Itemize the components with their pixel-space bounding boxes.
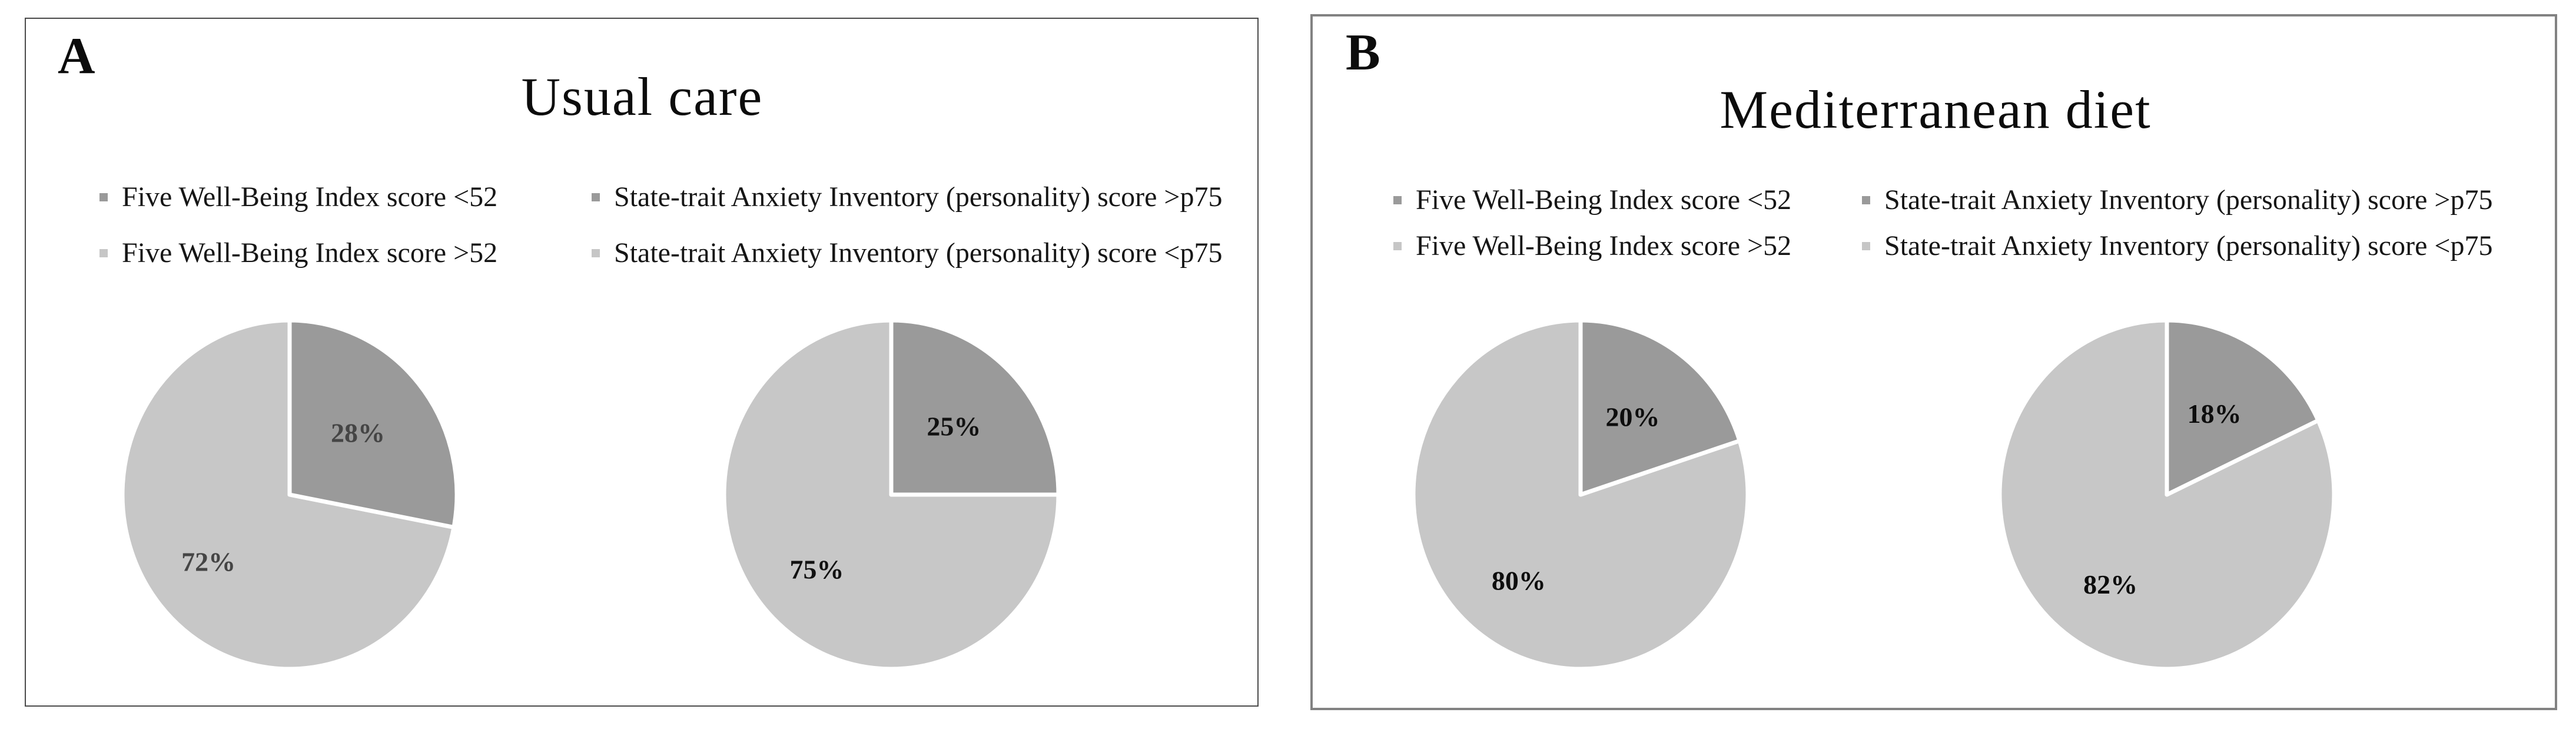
legend-swatch-dark-icon <box>592 193 600 201</box>
panel-letter-b: B <box>1346 24 1380 81</box>
panel-title-usual-care: Usual care <box>521 67 763 127</box>
pie-usual-care-anxiety: 25% 75% <box>722 318 1061 671</box>
legend-swatch-light-icon <box>99 249 108 257</box>
panel-letter-a: A <box>58 28 95 85</box>
legend-label: State-trait Anxiety Inventory (personali… <box>614 181 1223 213</box>
legend-item-anxiety-low: State-trait Anxiety Inventory (personali… <box>1862 228 2492 264</box>
pie-slice-dark <box>287 318 459 529</box>
legend-label: State-trait Anxiety Inventory (personali… <box>1884 184 2493 216</box>
legend-label: State-trait Anxiety Inventory (personali… <box>1884 230 2493 261</box>
legend-item-wellbeing-low: Five Well-Being Index score <52 <box>99 180 497 215</box>
pie-data-label: 82% <box>2083 569 2137 599</box>
pie-data-label: 80% <box>1492 565 1546 595</box>
pie-slice-dark <box>2165 318 2321 497</box>
pie-slice-dark <box>889 318 1061 497</box>
pie-data-label: 25% <box>927 412 981 442</box>
legend-swatch-light-icon <box>1862 242 1870 250</box>
legend-label: Five Well-Being Index score >52 <box>122 237 498 269</box>
legend-swatch-light-icon <box>592 249 600 257</box>
pie-data-label: 20% <box>1605 402 1659 432</box>
legend-label: Five Well-Being Index score >52 <box>1416 230 1792 261</box>
legend-label: Five Well-Being Index score <52 <box>1416 184 1792 216</box>
pie-slice-light <box>722 318 1061 671</box>
pie-mediterranean-anxiety: 18% 82% <box>1997 318 2336 671</box>
legend-item-anxiety-high: State-trait Anxiety Inventory (personali… <box>1862 183 2492 218</box>
legend-item-wellbeing-high: Five Well-Being Index score >52 <box>99 236 497 271</box>
legend-swatch-light-icon <box>1393 242 1402 250</box>
pie-data-label: 75% <box>789 554 844 584</box>
pie-data-label: 72% <box>181 546 235 576</box>
legend-swatch-dark-icon <box>1393 196 1402 204</box>
pie-data-label: 28% <box>331 418 385 448</box>
legend-label: Five Well-Being Index score <52 <box>122 181 498 213</box>
legend-item-wellbeing-high: Five Well-Being Index score >52 <box>1393 228 1791 264</box>
pie-data-label: 18% <box>2187 399 2242 429</box>
legend-label: State-trait Anxiety Inventory (personali… <box>614 237 1223 269</box>
legend-item-wellbeing-low: Five Well-Being Index score <52 <box>1393 183 1791 218</box>
pie-mediterranean-wellbeing: 20% 80% <box>1411 318 1750 671</box>
panel-title-mediterranean-diet: Mediterranean diet <box>1719 79 2152 140</box>
legend-swatch-dark-icon <box>99 193 108 201</box>
pie-slice-dark <box>1578 318 1742 497</box>
legend-item-anxiety-low: State-trait Anxiety Inventory (personali… <box>592 236 1222 271</box>
legend-item-anxiety-high: State-trait Anxiety Inventory (personali… <box>592 180 1222 215</box>
legend-swatch-dark-icon <box>1862 196 1870 204</box>
pie-usual-care-wellbeing: 28% 72% <box>120 318 459 671</box>
